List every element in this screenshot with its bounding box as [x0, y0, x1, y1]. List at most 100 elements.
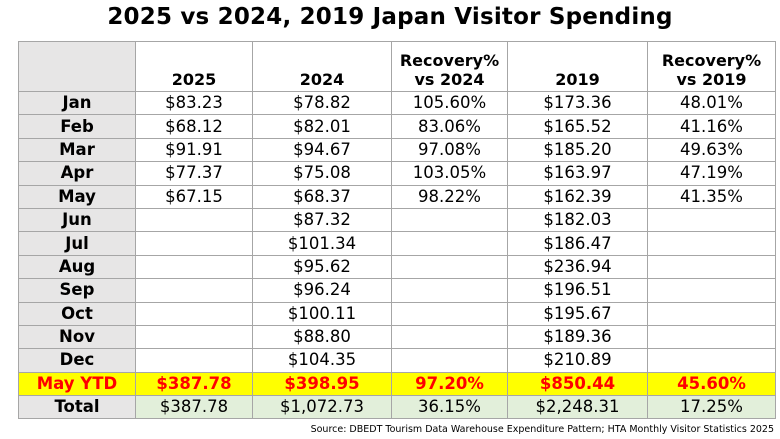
- ytd-recovery-2024-cell: 97.20%: [391, 371, 508, 397]
- recovery-2024-cell: [391, 301, 508, 326]
- ytd-2019-cell: $850.44: [507, 371, 648, 397]
- recovery-2019-cell: 41.35%: [647, 184, 776, 209]
- month-cell: Jun: [18, 207, 136, 233]
- value-2024-cell: $96.24: [252, 278, 392, 303]
- month-cell: Oct: [18, 301, 136, 326]
- table-row: Apr $77.37 $75.08 103.05% $163.97 47.19%: [18, 161, 776, 186]
- ytd-2025-cell: $387.78: [135, 371, 253, 397]
- table-row: Jun $87.32 $182.03: [18, 207, 776, 233]
- month-cell: Jul: [18, 231, 136, 256]
- value-2024-cell: $101.34: [252, 231, 392, 256]
- month-cell: Dec: [18, 348, 136, 373]
- value-2025-cell: [135, 301, 253, 326]
- header-recovery-vs-2019: Recovery% vs 2019: [647, 41, 776, 92]
- value-2019-cell: $173.36: [507, 90, 648, 116]
- recovery-2019-cell: [647, 301, 776, 326]
- header-2025: 2025: [135, 41, 253, 92]
- value-2019-cell: $165.52: [507, 114, 648, 139]
- table-body: Jan $83.23 $78.82 105.60% $173.36 48.01% Feb $…: [18, 90, 776, 420]
- recovery-2024-cell: 105.60%: [391, 90, 508, 116]
- table-row: Sep $96.24 $196.51: [18, 278, 776, 303]
- month-cell: Sep: [18, 278, 136, 303]
- recovery-2024-cell: 103.05%: [391, 161, 508, 186]
- month-cell: Mar: [18, 137, 136, 163]
- ytd-label-cell: May YTD: [18, 371, 136, 397]
- value-2025-cell: [135, 254, 253, 280]
- header-corner: [18, 41, 136, 92]
- recovery-2024-cell: [391, 207, 508, 233]
- month-cell: Feb: [18, 114, 136, 139]
- value-2019-cell: $182.03: [507, 207, 648, 233]
- recovery-2019-cell: 47.19%: [647, 161, 776, 186]
- recovery-2019-cell: 48.01%: [647, 90, 776, 116]
- month-cell: Jan: [18, 90, 136, 116]
- recovery-2024-cell: [391, 324, 508, 350]
- value-2024-cell: $78.82: [252, 90, 392, 116]
- header-2024: 2024: [252, 41, 392, 92]
- recovery-2024-cell: 97.08%: [391, 137, 508, 163]
- value-2019-cell: $195.67: [507, 301, 648, 326]
- recovery-2019-cell: [647, 254, 776, 280]
- total-2025-cell: $387.78: [135, 395, 253, 420]
- source-note: Source: DBEDT Tourism Data Warehouse Exp…: [310, 424, 774, 435]
- month-cell: Aug: [18, 254, 136, 280]
- ytd-recovery-2019-cell: 45.60%: [647, 371, 776, 397]
- value-2025-cell: [135, 231, 253, 256]
- recovery-2024-cell: [391, 348, 508, 373]
- value-2024-cell: $68.37: [252, 184, 392, 209]
- value-2025-cell: $91.91: [135, 137, 253, 163]
- ytd-row: May YTD $387.78 $398.95 97.20% $850.44 45.60%: [18, 371, 776, 397]
- header-recovery-vs-2024-line2: vs 2024: [414, 70, 485, 89]
- total-recovery-2024-cell: 36.15%: [391, 395, 508, 420]
- value-2024-cell: $82.01: [252, 114, 392, 139]
- value-2025-cell: $83.23: [135, 90, 253, 116]
- table-row: Aug $95.62 $236.94: [18, 254, 776, 280]
- table-row: Feb $68.12 $82.01 83.06% $165.52 41.16%: [18, 114, 776, 139]
- recovery-2019-cell: [647, 207, 776, 233]
- recovery-2024-cell: [391, 231, 508, 256]
- recovery-2024-cell: [391, 278, 508, 303]
- spending-table: 2025 2024 Recovery% vs 2024 2019 Recovery…: [18, 41, 776, 420]
- table-row: Jan $83.23 $78.82 105.60% $173.36 48.01%: [18, 90, 776, 116]
- value-2019-cell: $186.47: [507, 231, 648, 256]
- header-2019: 2019: [507, 41, 648, 92]
- table-row: Dec $104.35 $210.89: [18, 348, 776, 373]
- value-2019-cell: $189.36: [507, 324, 648, 350]
- recovery-2019-cell: [647, 348, 776, 373]
- page-title: 2025 vs 2024, 2019 Japan Visitor Spendin…: [107, 4, 673, 30]
- recovery-2019-cell: [647, 278, 776, 303]
- ytd-2024-cell: $398.95: [252, 371, 392, 397]
- value-2019-cell: $196.51: [507, 278, 648, 303]
- value-2025-cell: $67.15: [135, 184, 253, 209]
- value-2019-cell: $163.97: [507, 161, 648, 186]
- recovery-2019-cell: [647, 324, 776, 350]
- value-2025-cell: $77.37: [135, 161, 253, 186]
- value-2024-cell: $88.80: [252, 324, 392, 350]
- value-2025-cell: [135, 324, 253, 350]
- recovery-2019-cell: 41.16%: [647, 114, 776, 139]
- recovery-2024-cell: [391, 254, 508, 280]
- value-2024-cell: $95.62: [252, 254, 392, 280]
- month-cell: May: [18, 184, 136, 209]
- value-2024-cell: $104.35: [252, 348, 392, 373]
- table-row: Mar $91.91 $94.67 97.08% $185.20 49.63%: [18, 137, 776, 163]
- value-2025-cell: $68.12: [135, 114, 253, 139]
- table-row: May $67.15 $68.37 98.22% $162.39 41.35%: [18, 184, 776, 209]
- total-row: Total $387.78 $1,072.73 36.15% $2,248.31 17.2…: [18, 395, 776, 420]
- value-2019-cell: $162.39: [507, 184, 648, 209]
- header-row: 2025 2024 Recovery% vs 2024 2019 Recovery…: [18, 41, 776, 92]
- total-label-cell: Total: [18, 395, 136, 420]
- header-recovery-vs-2024: Recovery% vs 2024: [391, 41, 508, 92]
- table-row: Nov $88.80 $189.36: [18, 324, 776, 350]
- header-recovery-vs-2019-line1: Recovery%: [661, 51, 762, 70]
- value-2024-cell: $94.67: [252, 137, 392, 163]
- table-row: Oct $100.11 $195.67: [18, 301, 776, 326]
- value-2025-cell: [135, 278, 253, 303]
- table-row: Jul $101.34 $186.47: [18, 231, 776, 256]
- recovery-2024-cell: 98.22%: [391, 184, 508, 209]
- month-cell: Apr: [18, 161, 136, 186]
- value-2024-cell: $100.11: [252, 301, 392, 326]
- value-2019-cell: $236.94: [507, 254, 648, 280]
- total-2019-cell: $2,248.31: [507, 395, 648, 420]
- value-2024-cell: $87.32: [252, 207, 392, 233]
